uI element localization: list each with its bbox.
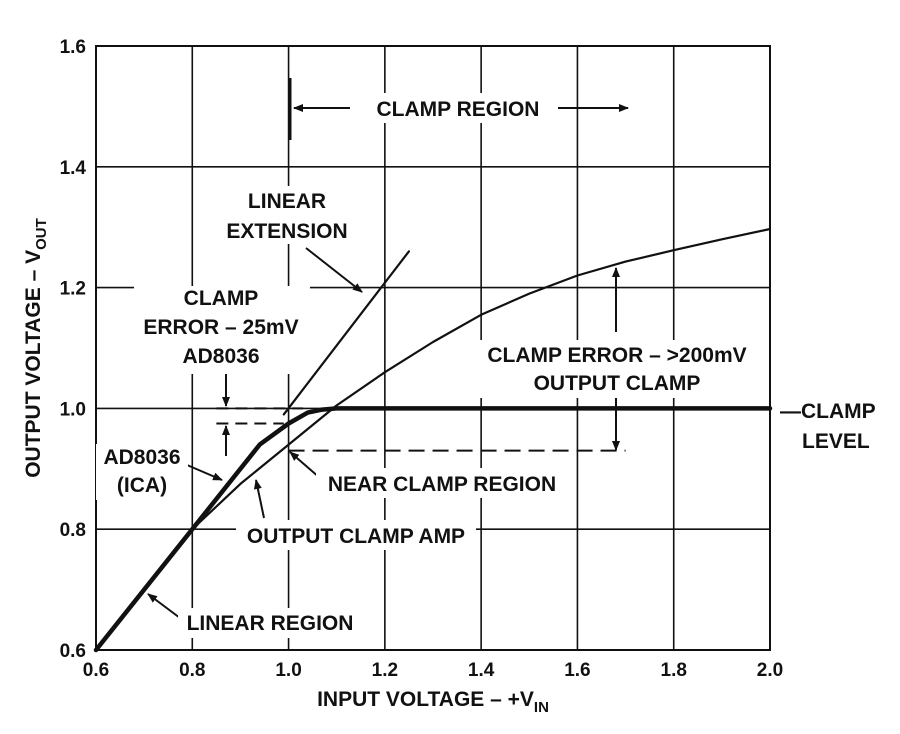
clamp-region-label-bg bbox=[354, 93, 550, 123]
clamp-error-25mv-label-line1: CLAMP bbox=[184, 287, 259, 310]
linear-region-label-bg bbox=[178, 608, 362, 638]
x-axis-title-sub: IN bbox=[534, 699, 549, 716]
clamp-error-25mv-label-line2: ERROR – 25mV bbox=[143, 316, 298, 339]
x-tick-label: 1.2 bbox=[372, 660, 398, 681]
linear-extension-arrow bbox=[305, 247, 363, 293]
clamp-error-25mv-label-bg bbox=[134, 286, 310, 374]
x-axis-title: INPUT VOLTAGE – +VIN bbox=[317, 688, 549, 716]
linear-extension-label-line1: LINEAR bbox=[248, 190, 326, 213]
x-tick-label: 0.8 bbox=[179, 660, 205, 681]
linear-extension-label-line2: EXTENSION bbox=[226, 220, 347, 243]
x-tick-label: 1.6 bbox=[564, 660, 590, 681]
output-clamp-amp-label-bg bbox=[236, 520, 476, 550]
annotation-arrows bbox=[147, 78, 629, 619]
linear-extension-label-bg bbox=[226, 186, 352, 244]
linear-region-label: LINEAR REGION bbox=[187, 612, 354, 635]
y-tick-label: 1.2 bbox=[60, 279, 86, 300]
clamp-error-200mv-label-bg bbox=[478, 340, 756, 398]
y-tick-label: 1.6 bbox=[60, 37, 86, 58]
y-tick-labels: 0.6 0.8 1.0 1.2 1.4 1.6 bbox=[60, 37, 87, 662]
x-tick-labels: 0.6 0.8 1.0 1.2 1.4 1.6 1.8 2.0 bbox=[83, 660, 783, 681]
output-clamp-amp-arrow bbox=[253, 479, 265, 519]
clamp-error-200mv-label-line2: OUTPUT CLAMP bbox=[534, 372, 701, 395]
y-axis-title-main: OUTPUT VOLTAGE – V bbox=[22, 250, 45, 478]
series-line-linear-extension bbox=[282, 250, 410, 416]
reference-lines bbox=[216, 407, 626, 452]
clamp-error-200mv-label-line1: CLAMP ERROR – >200mV bbox=[487, 344, 746, 367]
plot-frame bbox=[95, 45, 771, 651]
y-axis-title-sub: OUT bbox=[33, 218, 50, 250]
ica-label-line1: AD8036 bbox=[103, 446, 180, 469]
clamp-region-label: CLAMP REGION bbox=[377, 98, 540, 121]
clamp-error-25mv-label-line3: AD8036 bbox=[182, 345, 259, 368]
clamp-level-label-line2: LEVEL bbox=[802, 430, 870, 453]
x-tick-label: 2.0 bbox=[757, 660, 783, 681]
clamp-level-label-line1: —CLAMP bbox=[780, 400, 876, 423]
x-tick-label: 0.6 bbox=[83, 660, 109, 681]
x-tick-label: 1.4 bbox=[468, 660, 495, 681]
ica-label-bg bbox=[96, 444, 188, 500]
y-tick-label: 1.0 bbox=[60, 399, 86, 420]
y-tick-label: 1.4 bbox=[60, 158, 87, 179]
x-tick-label: 1.8 bbox=[661, 660, 687, 681]
near-clamp-arrow bbox=[289, 451, 321, 479]
x-tick-label: 1.0 bbox=[275, 660, 301, 681]
ica-label-line2: (ICA) bbox=[117, 474, 167, 497]
near-clamp-label: NEAR CLAMP REGION bbox=[328, 473, 556, 496]
output-clamp-amp-label: OUTPUT CLAMP AMP bbox=[247, 525, 465, 548]
y-axis-title: OUTPUT VOLTAGE – VOUT bbox=[22, 218, 50, 478]
series-group bbox=[93, 227, 773, 653]
y-tick-label: 0.6 bbox=[60, 641, 86, 662]
linear-region-arrow bbox=[147, 593, 181, 619]
x-axis-title-main: INPUT VOLTAGE – +V bbox=[317, 688, 534, 711]
series-line-output-clamp-amp bbox=[94, 227, 772, 652]
y-tick-label: 0.8 bbox=[60, 520, 86, 541]
annotations: CLAMP REGION LINEAR EXTENSION CLAMP ERRO… bbox=[96, 93, 876, 638]
near-clamp-label-bg bbox=[316, 468, 568, 498]
